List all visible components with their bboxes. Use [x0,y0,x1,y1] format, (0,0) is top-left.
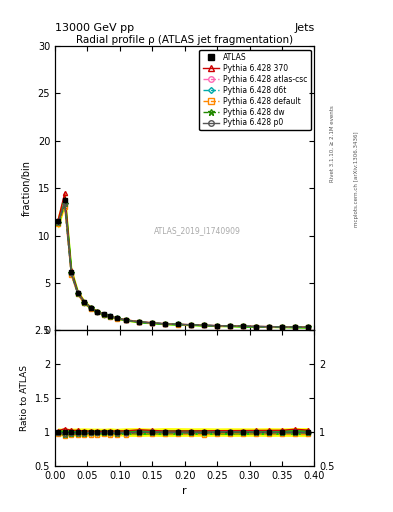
Text: mcplots.cern.ch [arXiv:1306.3436]: mcplots.cern.ch [arXiv:1306.3436] [354,132,359,227]
Y-axis label: fraction/bin: fraction/bin [22,160,32,216]
Text: Jets: Jets [294,23,314,33]
Text: ATLAS_2019_I1740909: ATLAS_2019_I1740909 [154,226,241,236]
Y-axis label: Ratio to ATLAS: Ratio to ATLAS [20,365,29,431]
Title: Radial profile ρ (ATLAS jet fragmentation): Radial profile ρ (ATLAS jet fragmentatio… [76,35,293,45]
Text: 13000 GeV pp: 13000 GeV pp [55,23,134,33]
X-axis label: r: r [182,486,187,496]
Text: Rivet 3.1.10, ≥ 2.1M events: Rivet 3.1.10, ≥ 2.1M events [330,105,335,182]
Legend: ATLAS, Pythia 6.428 370, Pythia 6.428 atlas-csc, Pythia 6.428 d6t, Pythia 6.428 : ATLAS, Pythia 6.428 370, Pythia 6.428 at… [200,50,310,131]
